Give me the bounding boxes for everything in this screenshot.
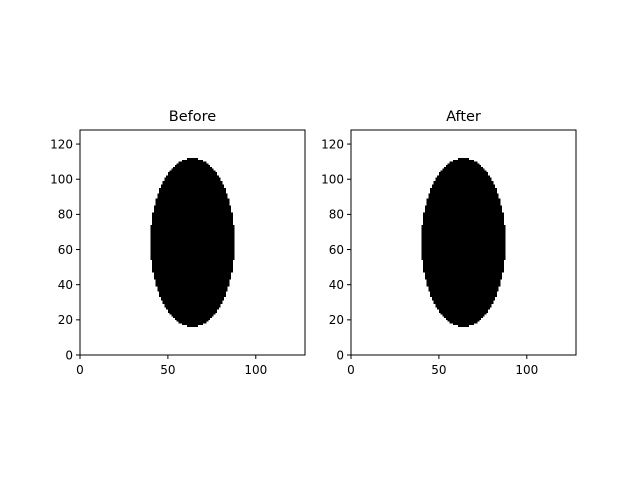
panel-title: Before (169, 109, 216, 125)
y-tick-label: 100 (321, 173, 344, 187)
panel-after: After 0 50 100 0 20 40 60 80 100 120 (321, 109, 577, 377)
y-tick-label: 40 (58, 278, 73, 292)
y-tick-label: 20 (329, 313, 344, 327)
ellipse-region (150, 158, 235, 327)
panel-title: After (446, 109, 481, 125)
y-tick-label: 120 (321, 137, 344, 151)
y-tick-label: 80 (329, 208, 344, 222)
y-tick-label: 0 (336, 348, 344, 362)
x-tick-label: 0 (76, 363, 84, 377)
axes-frame (79, 129, 306, 356)
ellipse-region (421, 158, 506, 327)
y-tick-label: 40 (329, 278, 344, 292)
x-tick-label: 100 (244, 363, 267, 377)
y-tick-label: 20 (58, 313, 73, 327)
y-tick-label: 100 (50, 173, 73, 187)
x-tick-label: 0 (347, 363, 355, 377)
y-tick-label: 120 (50, 137, 73, 151)
y-tick-label: 80 (58, 208, 73, 222)
x-tick-label: 50 (431, 363, 446, 377)
y-tick-label: 60 (58, 243, 73, 257)
x-tick-label: 50 (160, 363, 175, 377)
axes-frame (350, 129, 577, 356)
y-tick-label: 0 (65, 348, 73, 362)
x-tick-label: 100 (515, 363, 538, 377)
y-tick-label: 60 (329, 243, 344, 257)
panel-before: Before 0 50 100 0 20 40 60 80 100 120 (50, 109, 306, 377)
